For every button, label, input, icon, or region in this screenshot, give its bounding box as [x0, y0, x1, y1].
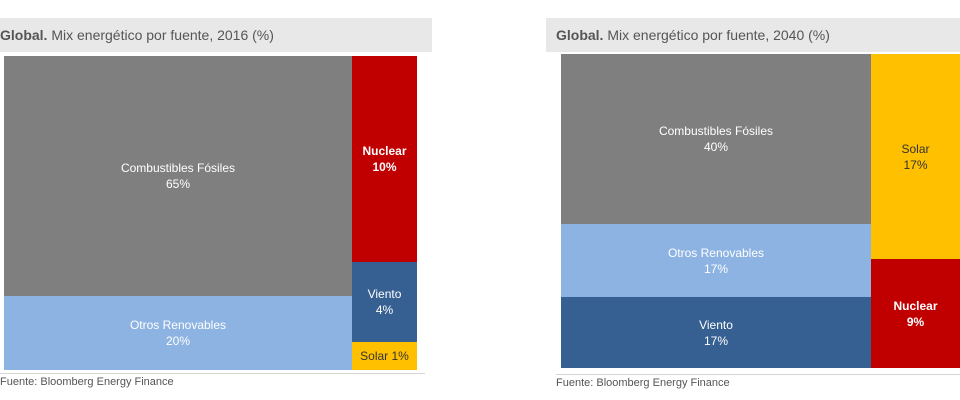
chart-title-text: Mix energético por fuente, 2040 (%) [603, 27, 830, 43]
tile-combustibles: Combustibles Fósiles 40% [561, 54, 871, 224]
chart-title: Global. Mix energético por fuente, 2040 … [546, 18, 960, 52]
tile-label: Viento [699, 317, 733, 332]
tile-viento: Viento 17% [561, 297, 871, 368]
tile-label: Solar 1% [360, 349, 409, 363]
tile-solar: Solar 1% [352, 342, 417, 370]
source-note: Fuente: Bloomberg Energy Finance [556, 374, 960, 389]
tile-value: 40% [703, 140, 729, 154]
tile-value: 17% [703, 333, 729, 348]
tile-value: 4% [375, 303, 394, 317]
chart-title-bold: Global. [556, 27, 604, 43]
tile-nuclear: Nuclear 10% [352, 56, 417, 262]
tile-solar: Solar 17% [871, 54, 960, 259]
tile-value: 20% [165, 334, 191, 348]
chart-title: Global. Mix energético por fuente, 2016 … [0, 18, 432, 52]
tile-label: Solar [901, 141, 930, 156]
tile-label: Nuclear [893, 298, 938, 313]
tile-label: Combustibles Fósiles [658, 124, 774, 138]
tile-viento: Viento 4% [352, 262, 417, 342]
tile-label: Nuclear [362, 144, 407, 158]
chart-title-bold: Global. [0, 27, 48, 43]
tile-label: Viento [367, 287, 402, 301]
tile-label: Otros Renovables [129, 318, 227, 332]
tile-label: Otros Renovables [667, 245, 765, 260]
tile-otros: Otros Renovables 20% [4, 296, 352, 370]
tile-value: 65% [165, 177, 191, 191]
tile-combustibles: Combustibles Fósiles 65% [4, 56, 352, 296]
tile-otros: Otros Renovables 17% [561, 224, 871, 297]
tile-value: 10% [372, 160, 397, 174]
tile-value: 17% [703, 261, 729, 276]
chart-title-text: Mix energético por fuente, 2016 (%) [47, 27, 274, 43]
tile-value: 9% [906, 314, 925, 329]
tile-value: 17% [903, 157, 928, 172]
tile-nuclear: Nuclear 9% [871, 259, 960, 368]
source-note: Fuente: Bloomberg Energy Finance [0, 373, 425, 388]
tile-label: Combustibles Fósiles [120, 161, 236, 175]
treemap-plot-area: Combustibles Fósiles 65% Otros Renovables 2… [4, 56, 417, 370]
treemap-plot-area: Combustibles Fósiles 40% Otros Renovables 1… [561, 54, 960, 368]
